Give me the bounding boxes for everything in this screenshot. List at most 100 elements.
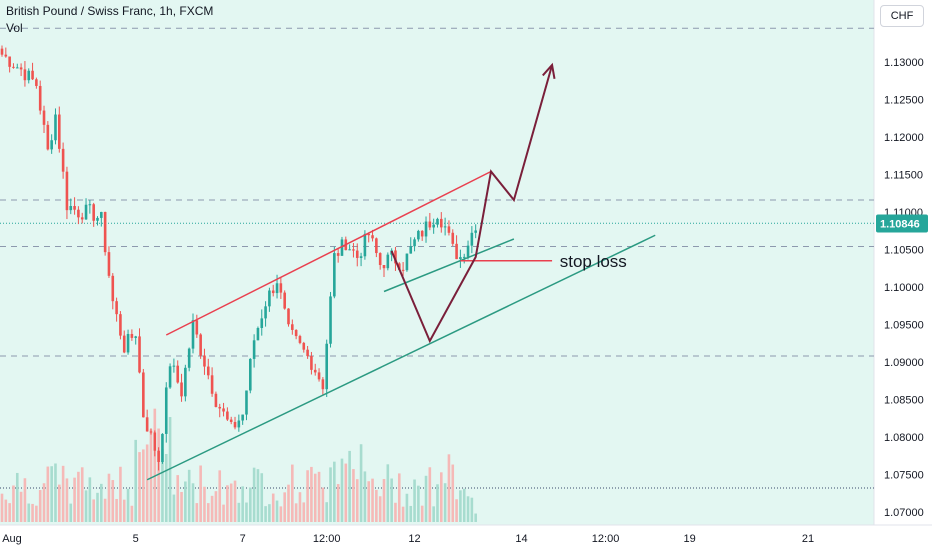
- channel-upper-line: [165, 170, 492, 336]
- candle-body: [249, 358, 252, 391]
- volume-bar: [164, 453, 168, 522]
- volume-bar: [317, 471, 321, 522]
- price-tick-label: 1.07500: [884, 470, 924, 482]
- volume-bar: [176, 475, 180, 522]
- last-price-marker: 1.10846: [876, 214, 928, 233]
- candle-body: [8, 56, 11, 67]
- volume-bar: [268, 504, 271, 522]
- candle-body: [451, 232, 455, 244]
- volume-bar: [264, 506, 267, 522]
- candle-body: [191, 320, 195, 349]
- candle-body: [310, 356, 313, 370]
- candle-body: [15, 67, 19, 69]
- volume-bar: [466, 496, 470, 522]
- horizontal-levels: [0, 27, 874, 489]
- volume-label: Vol: [6, 21, 23, 35]
- currency-button[interactable]: CHF: [880, 5, 924, 27]
- candle-body: [107, 252, 111, 276]
- price-tick-label: 1.08500: [884, 395, 924, 407]
- plot-background: [0, 0, 874, 525]
- volume-bar: [138, 452, 141, 522]
- candle-body: [122, 335, 126, 353]
- candle-body: [12, 66, 15, 68]
- volume-bar: [371, 478, 374, 522]
- candle-body: [317, 372, 321, 380]
- volume-bar: [184, 481, 187, 522]
- time-tick-label: 12:00: [592, 533, 620, 545]
- volume-bar: [226, 485, 229, 522]
- volume-bar: [382, 478, 386, 522]
- volume-bar: [256, 469, 260, 522]
- volume-bar: [153, 408, 157, 522]
- volume-bar: [313, 473, 317, 522]
- time-tick-label: 7: [240, 533, 246, 545]
- price-tick-label: 1.11500: [884, 170, 923, 182]
- candle-body: [38, 85, 42, 111]
- volume-bar: [241, 486, 244, 522]
- volume-bar: [237, 502, 241, 522]
- candle-body: [462, 256, 466, 258]
- candle-body: [336, 253, 340, 256]
- volume-bar: [19, 491, 23, 522]
- volume-bar: [84, 490, 88, 522]
- candle-body: [256, 328, 260, 341]
- candle-body: [218, 406, 222, 409]
- volume-bar: [447, 454, 451, 522]
- price-axis-panel: [874, 0, 932, 525]
- candle-body: [80, 217, 84, 220]
- candlesticks: [0, 45, 477, 471]
- volume-bar: [35, 505, 38, 522]
- candle-body: [378, 253, 382, 266]
- stop-loss-label: stop loss: [560, 252, 627, 271]
- candle-body: [436, 218, 439, 225]
- time-tick-label: 12:00: [313, 533, 341, 545]
- candle-body: [271, 290, 275, 294]
- candle-body: [420, 230, 424, 237]
- volume-bar: [42, 483, 46, 522]
- volume-bar: [436, 484, 439, 522]
- volume-bar: [405, 493, 409, 522]
- price-tick-label: 1.13000: [884, 57, 924, 69]
- volume-bar: [455, 499, 458, 522]
- candle-body: [222, 408, 225, 412]
- volume-bar: [275, 500, 279, 522]
- volume-bar: [294, 503, 298, 522]
- price-tick-label: 1.08000: [884, 432, 924, 444]
- volume-bar: [394, 502, 397, 522]
- time-tick-label: 14: [515, 533, 527, 545]
- candle-body: [424, 221, 428, 237]
- volume-bar: [27, 503, 31, 522]
- volume-bar: [111, 480, 115, 522]
- volume-bar: [58, 484, 61, 522]
- price-tick-label: 1.09500: [884, 320, 924, 332]
- candle-body: [386, 254, 390, 269]
- volume-bar: [92, 499, 95, 522]
- candle-body: [233, 421, 237, 428]
- candle-body: [73, 206, 76, 210]
- candle-body: [268, 290, 271, 307]
- candle-body: [138, 336, 141, 373]
- candle-body: [340, 239, 344, 256]
- candle-body: [413, 239, 416, 247]
- volume-bar: [359, 444, 363, 522]
- volume-bar: [4, 499, 8, 522]
- candle-body: [184, 367, 187, 397]
- candle-body: [203, 355, 206, 367]
- price-tick-label: 1.12500: [884, 95, 924, 107]
- volume-bar: [249, 487, 252, 522]
- candle-body: [333, 253, 336, 297]
- volume-bar: [375, 489, 378, 522]
- candle-body: [35, 79, 38, 86]
- projection-path: [390, 64, 554, 344]
- candle-body: [210, 375, 214, 394]
- volume-bar: [409, 505, 413, 522]
- volume-bar: [103, 498, 107, 522]
- candle-body: [409, 246, 413, 254]
- candle-body: [443, 226, 447, 228]
- candle-body: [153, 432, 157, 451]
- volume-bar: [203, 486, 206, 522]
- candle-body: [96, 217, 99, 221]
- volume-bar: [210, 495, 214, 522]
- candle-body: [260, 318, 264, 329]
